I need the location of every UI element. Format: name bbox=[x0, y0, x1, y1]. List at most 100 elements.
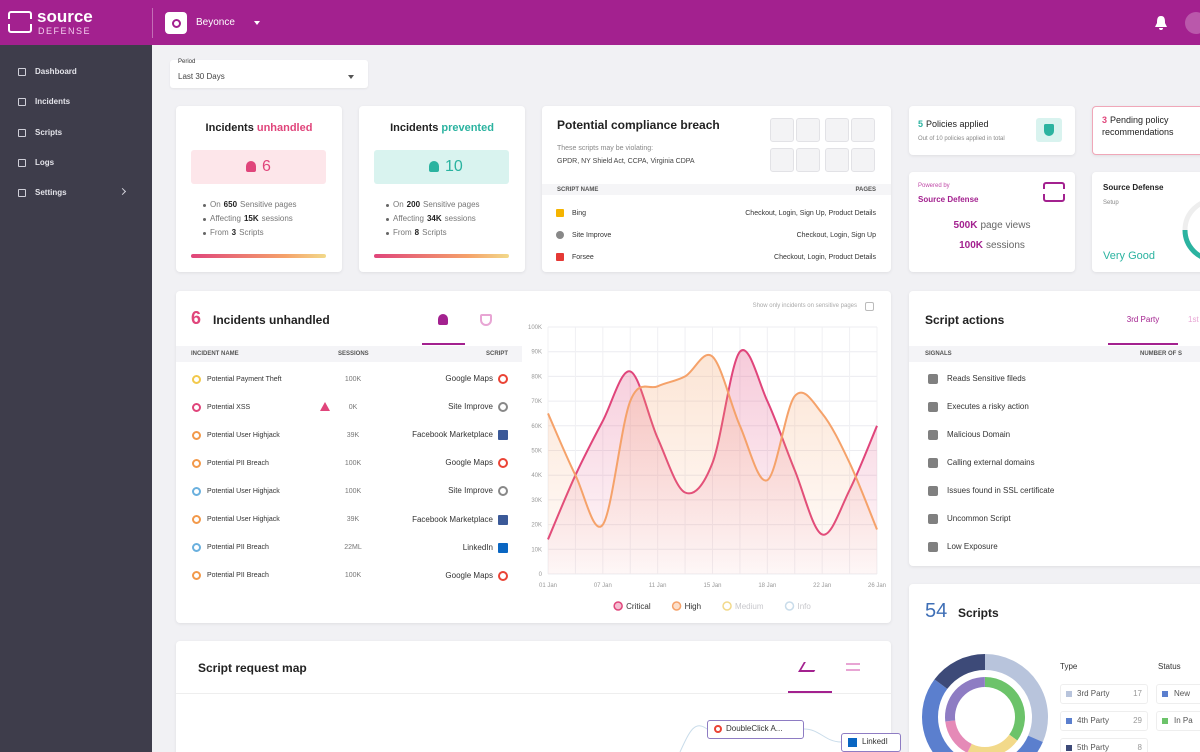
scripts-donut bbox=[922, 654, 1048, 752]
map-node[interactable] bbox=[707, 720, 804, 739]
filter-label: Show only incidents on sensitive pages bbox=[752, 303, 857, 309]
y-tick-label: 90K bbox=[531, 350, 542, 356]
warning-icon bbox=[320, 402, 330, 412]
powered-card bbox=[909, 172, 1075, 272]
law-badge bbox=[851, 118, 875, 142]
legend-row bbox=[1060, 738, 1148, 752]
nav-item[interactable]: Scripts bbox=[35, 127, 63, 137]
type-name: 4th Party bbox=[1077, 716, 1110, 725]
prevented_card-title: Incidents prevented bbox=[390, 122, 494, 134]
incident-sessions: 22ML bbox=[344, 544, 362, 552]
text: page views bbox=[980, 220, 1031, 231]
tab-underline bbox=[1108, 343, 1178, 345]
list-view-icon[interactable] bbox=[846, 663, 860, 671]
severity-dot bbox=[191, 402, 201, 412]
legend-heading: Status bbox=[1158, 662, 1181, 671]
prevented_card-badge bbox=[374, 150, 509, 184]
incident-name: Potential PII Breach bbox=[207, 544, 269, 552]
donut-inner-ring bbox=[945, 677, 986, 722]
text: 3 bbox=[231, 228, 237, 237]
powered-label: Powered by bbox=[918, 183, 950, 189]
script-actions-title: Script actions bbox=[925, 313, 1005, 327]
signal-name: Low Exposure bbox=[947, 542, 998, 551]
signal-name: Reads Sensitive fileds bbox=[947, 374, 1026, 383]
stat: On 650 Sensitive pages bbox=[210, 201, 297, 209]
script-logo bbox=[498, 458, 508, 469]
nav-item[interactable]: Settings bbox=[35, 188, 67, 198]
text: 34K bbox=[426, 214, 442, 223]
stat: From 3 Scripts bbox=[210, 229, 264, 237]
type-count: 17 bbox=[1133, 689, 1142, 698]
nav-item[interactable]: Incidents bbox=[35, 97, 71, 107]
powered-name: Source Defense bbox=[918, 195, 979, 204]
tab[interactable]: 3rd Party bbox=[1126, 315, 1160, 324]
column-header: SCRIPT NAME bbox=[557, 187, 599, 193]
legend-label[interactable]: Medium bbox=[735, 602, 764, 611]
text: sessions bbox=[444, 214, 476, 223]
donut-inner-ring bbox=[967, 734, 1018, 752]
severity-dot bbox=[191, 458, 201, 468]
text: Affecting bbox=[393, 214, 424, 223]
legend-label[interactable]: High bbox=[685, 602, 701, 611]
top-bar bbox=[0, 0, 1200, 45]
y-tick-label: 70K bbox=[531, 399, 542, 405]
text: 15K bbox=[243, 214, 259, 223]
bell-shape bbox=[1155, 16, 1167, 30]
signal-name: Malicious Domain bbox=[947, 430, 1011, 439]
tab[interactable]: 1st bbox=[1188, 315, 1199, 324]
y-tick-label: 30K bbox=[531, 498, 542, 504]
stat: On 200 Sensitive pages bbox=[393, 201, 480, 209]
map-links bbox=[679, 725, 842, 752]
account-name[interactable]: Beyonce bbox=[196, 17, 235, 28]
script-pages: Checkout, Login, Product Details bbox=[774, 253, 876, 261]
legend-label[interactable]: Info bbox=[798, 602, 812, 611]
script-name: Bing bbox=[572, 209, 587, 217]
column-header: NUMBER OF S bbox=[1140, 351, 1182, 357]
tab-underline bbox=[788, 691, 832, 693]
nav-item[interactable]: Dashboard bbox=[35, 67, 77, 76]
unhandled_card-badge-icon bbox=[246, 161, 256, 172]
script-logo bbox=[498, 514, 508, 525]
text: 650 bbox=[223, 200, 238, 209]
tab-bell[interactable] bbox=[438, 314, 448, 325]
prevented_card-count: 10 bbox=[445, 158, 463, 175]
series-line bbox=[547, 353, 878, 530]
incident-script: Google Maps bbox=[445, 374, 493, 383]
text: 3 bbox=[1102, 114, 1108, 125]
law-badge bbox=[770, 118, 794, 142]
setup-card bbox=[1092, 172, 1200, 272]
law-badge bbox=[825, 118, 849, 142]
column-header: SCRIPT bbox=[485, 351, 508, 357]
incident-name: Potential XSS bbox=[207, 403, 251, 411]
policies-title: 5 Policies applied bbox=[918, 118, 989, 129]
bullet bbox=[385, 231, 389, 235]
script-logo bbox=[498, 486, 508, 497]
tab-shield[interactable] bbox=[480, 314, 492, 326]
gauge-fill bbox=[1182, 229, 1200, 259]
filter-checkbox[interactable] bbox=[865, 302, 874, 311]
map-title: Script request map bbox=[198, 661, 307, 675]
law-badge bbox=[770, 148, 794, 172]
signal-icon bbox=[928, 486, 938, 496]
column-header: INCIDENT NAME bbox=[191, 351, 239, 357]
nav-item[interactable]: Logs bbox=[35, 157, 55, 167]
pending-card bbox=[1092, 106, 1200, 155]
donut-inner-ring bbox=[984, 677, 1025, 741]
text: 5 bbox=[918, 118, 924, 129]
incident-name: Potential Payment Theft bbox=[207, 375, 282, 383]
period-select[interactable] bbox=[170, 60, 368, 88]
y-tick-label: 100K bbox=[528, 325, 542, 331]
x-tick-label: 15 Jan bbox=[703, 583, 721, 589]
pending-title: 3 Pending policy recommendations bbox=[1102, 114, 1200, 138]
text: 100K bbox=[959, 240, 983, 251]
y-tick-label: 40K bbox=[531, 473, 542, 479]
script-pages: Checkout, Login, Sign Up, Product Detail… bbox=[745, 209, 876, 217]
prevented_card-card bbox=[359, 106, 525, 272]
period-caret bbox=[348, 75, 354, 79]
text: 500K bbox=[953, 220, 978, 231]
legend-row bbox=[1156, 711, 1200, 731]
script-pages: Checkout, Login, Sign Up bbox=[796, 231, 876, 239]
legend-label[interactable]: Critical bbox=[626, 602, 651, 611]
signal-name: Issues found in SSL certificate bbox=[947, 486, 1055, 495]
script-icon bbox=[556, 209, 564, 217]
